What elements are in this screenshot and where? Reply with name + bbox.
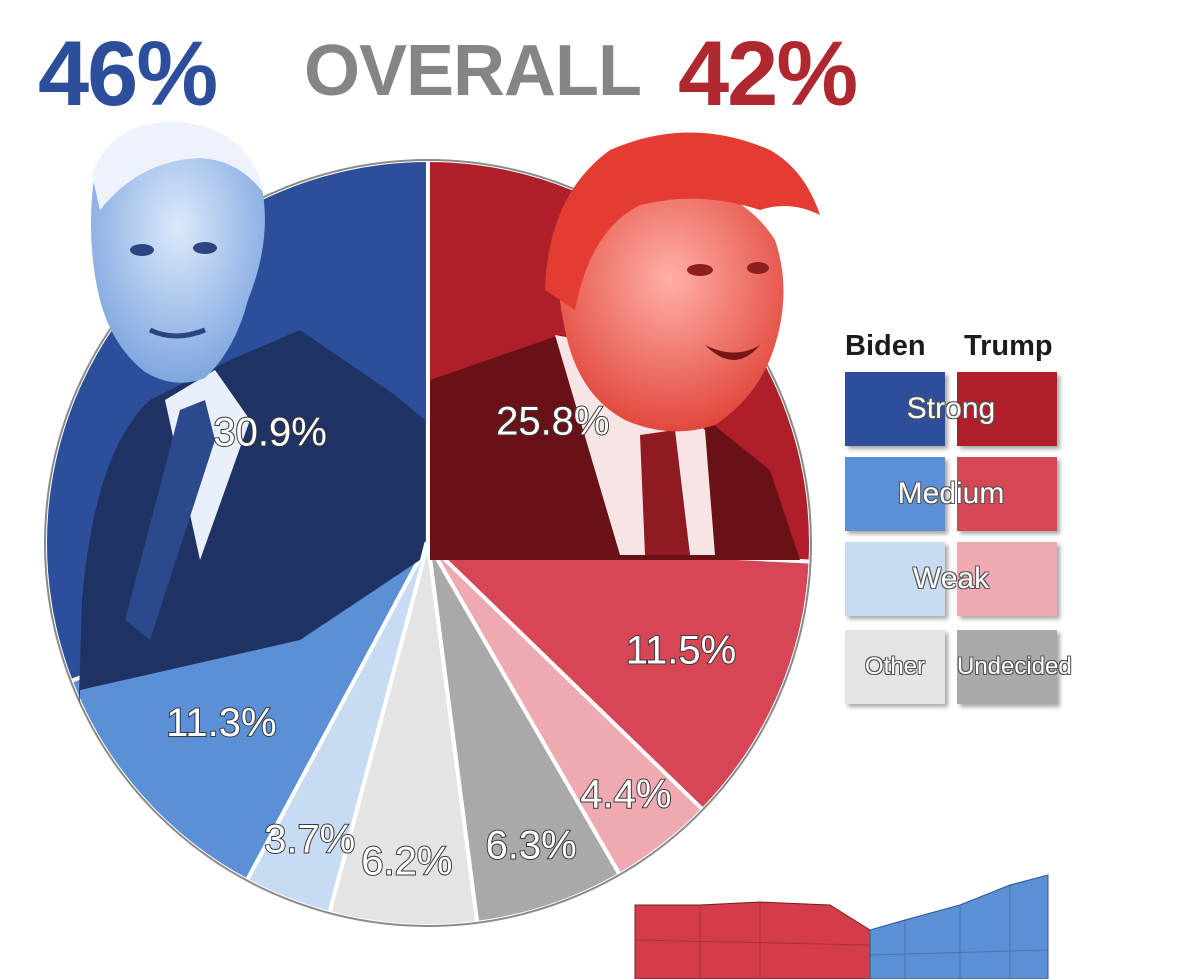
legend-row-strong: Strong <box>845 372 1057 446</box>
legend-swatch-other <box>845 630 945 704</box>
legend-swatch-biden-medium <box>845 457 945 531</box>
trump-photo <box>430 132 820 560</box>
legend-swatch-biden-strong <box>845 372 945 446</box>
pie-label-trump-weak: 4.4% <box>580 772 671 816</box>
pie-label-trump-medium: 11.5% <box>626 628 736 672</box>
legend-row-medium: Medium <box>845 457 1057 531</box>
legend-swatch-trump-weak <box>957 542 1057 616</box>
overall-heading: OVERALL <box>304 31 642 111</box>
pie-labels: 25.8% 11.5% 4.4%6.3% 6.2%3.7% 11.3% 30.9% <box>165 399 737 885</box>
biden-overall-percent: 46% <box>38 23 218 125</box>
legend-swatch-biden-weak <box>845 542 945 616</box>
biden-photo <box>70 121 425 926</box>
legend-swatch-undecided <box>957 630 1057 704</box>
pie-outline <box>44 159 812 927</box>
legend-trump-heading: Trump <box>964 330 1053 362</box>
legend-label-medium: Medium <box>897 477 1005 510</box>
pie-label-biden-medium: 11.3% <box>166 701 276 745</box>
county-map-fragment <box>634 874 1049 979</box>
pie-label-other: 6.2% <box>361 840 452 884</box>
pie-label-undecided: 6.3% <box>486 823 577 867</box>
pie-label-biden-weak: 3.7% <box>264 818 355 862</box>
pie-label-biden-strong: 30.9% <box>213 410 326 454</box>
trump-overall-percent: 42% <box>678 23 858 125</box>
legend-biden-heading: Biden <box>845 330 926 362</box>
legend-label-weak: Weak <box>912 562 990 595</box>
legend-label-undecided: Undecided <box>957 653 1072 680</box>
legend-row-weak: Weak <box>845 542 1057 616</box>
legend-swatch-trump-strong <box>957 372 1057 446</box>
pie-label-trump-strong: 25.8% <box>496 400 609 444</box>
legend-row-other-undecided: Other Undecided <box>845 630 1072 704</box>
legend-label-strong: Strong <box>906 392 996 425</box>
legend-swatch-trump-medium <box>957 457 1057 531</box>
legend-label-other: Other <box>864 653 926 680</box>
